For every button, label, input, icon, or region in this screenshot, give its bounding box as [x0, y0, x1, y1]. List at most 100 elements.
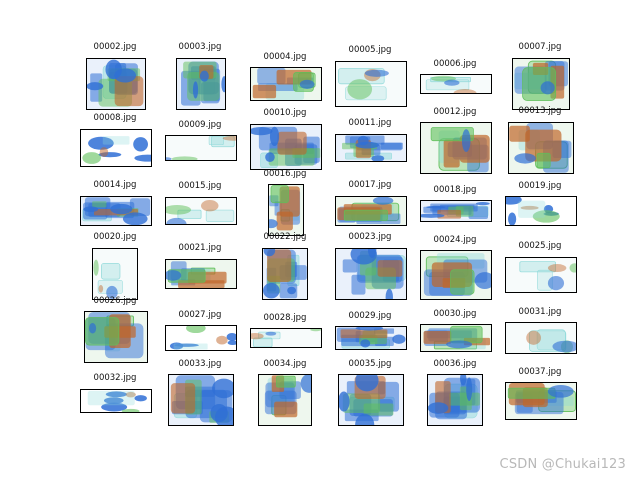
- xray-scan-graphic: [81, 130, 151, 166]
- xray-scan-graphic: [263, 249, 307, 299]
- xray-thumbnail: [505, 382, 577, 420]
- thumbnail-caption: 00035.jpg: [348, 359, 392, 369]
- thumbnail-caption: 00013.jpg: [518, 106, 562, 116]
- thumbnail-caption: 00029.jpg: [348, 311, 392, 321]
- xray-thumbnail: [262, 248, 308, 300]
- xray-thumbnail: [250, 67, 322, 101]
- xray-scan-graphic: [336, 135, 406, 161]
- xray-thumbnail: [335, 326, 407, 350]
- xray-scan-graphic: [336, 249, 406, 299]
- xray-scan-graphic: [166, 136, 236, 160]
- thumbnail-caption: 00014.jpg: [93, 180, 137, 190]
- xray-scan-graphic: [251, 125, 321, 169]
- thumbnail-caption: 00019.jpg: [518, 181, 562, 191]
- xray-thumbnail: [420, 324, 492, 352]
- xray-scan-graphic: [336, 197, 406, 225]
- thumbnail-caption: 00036.jpg: [433, 359, 477, 369]
- xray-thumbnail: [168, 374, 234, 426]
- thumbnail-caption: 00037.jpg: [518, 367, 562, 377]
- xray-thumbnail: [80, 389, 152, 413]
- thumbnail-caption: 00007.jpg: [518, 42, 562, 52]
- watermark: CSDN @Chukai123: [499, 457, 626, 472]
- xray-scan-graphic: [85, 312, 147, 362]
- xray-scan-graphic: [513, 59, 569, 109]
- xray-scan-graphic: [506, 197, 576, 225]
- xray-scan-graphic: [506, 383, 576, 419]
- thumbnail-caption: 00003.jpg: [178, 42, 222, 52]
- thumbnail-caption: 00015.jpg: [178, 181, 222, 191]
- thumbnail-caption: 00030.jpg: [433, 309, 477, 319]
- xray-scan-graphic: [166, 260, 236, 288]
- xray-thumbnail: [335, 196, 407, 226]
- xray-thumbnail: [84, 311, 148, 363]
- xray-thumbnail: [505, 196, 577, 226]
- xray-scan-graphic: [166, 326, 236, 350]
- thumbnail-caption: 00002.jpg: [93, 42, 137, 52]
- xray-thumbnail: [420, 200, 492, 222]
- thumbnail-caption: 00018.jpg: [433, 185, 477, 195]
- xray-thumbnail: [505, 257, 577, 293]
- xray-thumbnail: [86, 58, 146, 110]
- thumbnail-caption: 00034.jpg: [263, 359, 307, 369]
- thumbnail-caption: 00011.jpg: [348, 118, 392, 128]
- thumbnail-caption: 00033.jpg: [178, 359, 222, 369]
- xray-scan-graphic: [251, 68, 321, 100]
- xray-thumbnail: [512, 58, 570, 110]
- xray-scan-graphic: [166, 198, 236, 224]
- xray-thumbnail: [335, 61, 407, 107]
- xray-scan-graphic: [259, 375, 311, 425]
- xray-thumbnail: [335, 248, 407, 300]
- xray-scan-graphic: [81, 197, 151, 225]
- thumbnail-caption: 00027.jpg: [178, 310, 222, 320]
- thumbnail-caption: 00005.jpg: [348, 45, 392, 55]
- xray-thumbnail: [80, 129, 152, 167]
- xray-thumbnail: [335, 134, 407, 162]
- xray-scan-graphic: [506, 258, 576, 292]
- xray-thumbnail: [268, 184, 304, 236]
- xray-thumbnail: [258, 374, 312, 426]
- xray-scan-graphic: [509, 123, 573, 173]
- xray-thumbnail: [420, 250, 492, 300]
- xray-thumbnail: [165, 325, 237, 351]
- xray-scan-graphic: [421, 325, 491, 351]
- xray-scan-graphic: [251, 329, 321, 347]
- xray-thumbnail: [427, 374, 483, 426]
- xray-scan-graphic: [506, 323, 576, 353]
- xray-scan-graphic: [93, 249, 137, 299]
- thumbnail-caption: 00024.jpg: [433, 235, 477, 245]
- thumbnail-caption: 00020.jpg: [93, 232, 137, 242]
- xray-scan-graphic: [87, 59, 145, 109]
- xray-thumbnail: [508, 122, 574, 174]
- xray-thumbnail: [250, 328, 322, 348]
- thumbnail-caption: 00022.jpg: [263, 232, 307, 242]
- xray-thumbnail: [165, 259, 237, 289]
- xray-thumbnail: [165, 135, 237, 161]
- xray-scan-graphic: [81, 390, 151, 412]
- xray-thumbnail: [165, 197, 237, 225]
- xray-scan-graphic: [269, 185, 303, 235]
- thumbnail-caption: 00028.jpg: [263, 313, 307, 323]
- xray-thumbnail: [420, 122, 492, 174]
- thumbnail-caption: 00032.jpg: [93, 373, 137, 383]
- thumbnail-caption: 00016.jpg: [263, 169, 307, 179]
- thumbnail-caption: 00025.jpg: [518, 241, 562, 251]
- xray-scan-graphic: [421, 123, 491, 173]
- xray-thumbnail: [250, 124, 322, 170]
- xray-thumbnail: [80, 196, 152, 226]
- xray-scan-graphic: [177, 59, 225, 109]
- thumbnail-caption: 00012.jpg: [433, 107, 477, 117]
- thumbnail-caption: 00009.jpg: [178, 120, 222, 130]
- xray-thumbnail: [338, 374, 404, 426]
- thumbnail-caption: 00010.jpg: [263, 108, 307, 118]
- thumbnail-caption: 00021.jpg: [178, 243, 222, 253]
- xray-thumbnail: [420, 74, 492, 94]
- thumbnail-caption: 00023.jpg: [348, 232, 392, 242]
- xray-scan-graphic: [336, 62, 406, 106]
- xray-scan-graphic: [336, 327, 406, 349]
- xray-scan-graphic: [421, 201, 491, 221]
- thumbnail-caption: 00026.jpg: [93, 296, 137, 306]
- thumbnail-caption: 00031.jpg: [518, 307, 562, 317]
- xray-scan-graphic: [339, 375, 403, 425]
- xray-scan-graphic: [169, 375, 233, 425]
- thumbnail-caption: 00006.jpg: [433, 59, 477, 69]
